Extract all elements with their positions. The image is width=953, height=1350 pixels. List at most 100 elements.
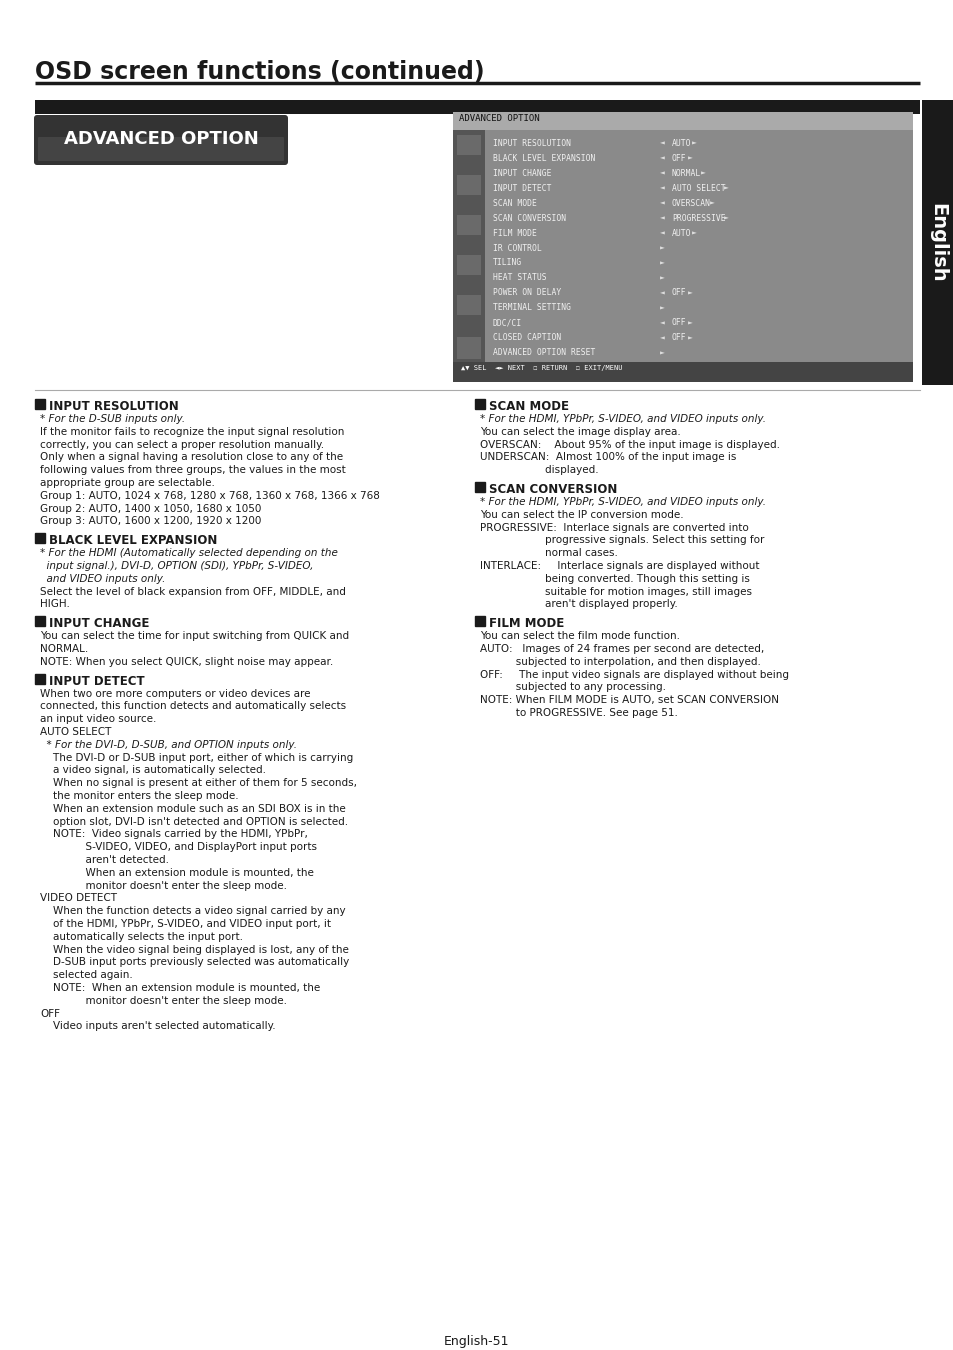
Text: monitor doesn't enter the sleep mode.: monitor doesn't enter the sleep mode. <box>40 880 287 891</box>
Text: ►: ► <box>687 333 692 342</box>
Bar <box>475 616 484 626</box>
Text: ►: ► <box>659 243 664 252</box>
Text: subjected to interpolation, and then displayed.: subjected to interpolation, and then dis… <box>479 657 760 667</box>
Text: ADVANCED OPTION: ADVANCED OPTION <box>458 113 539 123</box>
Text: When an extension module such as an SDI BOX is in the: When an extension module such as an SDI … <box>40 803 345 814</box>
Text: S-VIDEO, VIDEO, and DisplayPort input ports: S-VIDEO, VIDEO, and DisplayPort input po… <box>40 842 316 852</box>
Text: ►: ► <box>722 213 727 223</box>
Text: progressive signals. Select this setting for: progressive signals. Select this setting… <box>479 536 763 545</box>
Text: ►: ► <box>659 304 664 312</box>
Text: OSD screen functions (continued): OSD screen functions (continued) <box>35 59 484 84</box>
Text: AUTO: AUTO <box>671 139 691 148</box>
Bar <box>35 674 45 683</box>
Text: OFF: OFF <box>671 319 686 327</box>
Text: You can select the IP conversion mode.: You can select the IP conversion mode. <box>479 510 683 520</box>
Bar <box>35 616 45 626</box>
Text: BLACK LEVEL EXPANSION: BLACK LEVEL EXPANSION <box>49 535 217 547</box>
Text: NOTE: When you select QUICK, slight noise may appear.: NOTE: When you select QUICK, slight nois… <box>40 657 333 667</box>
Text: automatically selects the input port.: automatically selects the input port. <box>40 931 243 942</box>
Text: TERMINAL SETTING: TERMINAL SETTING <box>493 304 571 312</box>
Text: AUTO SELECT: AUTO SELECT <box>40 728 112 737</box>
Text: Group 2: AUTO, 1400 x 1050, 1680 x 1050: Group 2: AUTO, 1400 x 1050, 1680 x 1050 <box>40 504 261 513</box>
Text: ◄: ◄ <box>659 154 664 163</box>
Text: Group 3: AUTO, 1600 x 1200, 1920 x 1200: Group 3: AUTO, 1600 x 1200, 1920 x 1200 <box>40 517 261 526</box>
Text: OFF: OFF <box>40 1008 60 1019</box>
Text: PROGRESSIVE:  Interlace signals are converted into: PROGRESSIVE: Interlace signals are conve… <box>479 522 748 533</box>
Text: to PROGRESSIVE. See page 51.: to PROGRESSIVE. See page 51. <box>479 707 678 718</box>
Text: being converted. Though this setting is: being converted. Though this setting is <box>479 574 749 583</box>
Text: When no signal is present at either of them for 5 seconds,: When no signal is present at either of t… <box>40 778 356 788</box>
Text: subjected to any processing.: subjected to any processing. <box>479 682 665 693</box>
Text: FILM MODE: FILM MODE <box>489 617 563 630</box>
Text: BLACK LEVEL EXPANSION: BLACK LEVEL EXPANSION <box>493 154 595 163</box>
Text: ADVANCED OPTION RESET: ADVANCED OPTION RESET <box>493 348 595 356</box>
Text: POWER ON DELAY: POWER ON DELAY <box>493 289 560 297</box>
Text: INPUT RESOLUTION: INPUT RESOLUTION <box>49 400 178 413</box>
Text: CLOSED CAPTION: CLOSED CAPTION <box>493 333 560 342</box>
Text: ►: ► <box>691 228 696 238</box>
Text: You can select the image display area.: You can select the image display area. <box>479 427 680 437</box>
Text: displayed.: displayed. <box>479 466 598 475</box>
Text: ►: ► <box>700 169 705 178</box>
Text: * For the D-SUB inputs only.: * For the D-SUB inputs only. <box>40 414 185 424</box>
Text: ►: ► <box>709 198 714 208</box>
Text: INPUT RESOLUTION: INPUT RESOLUTION <box>493 139 571 148</box>
Text: When the video signal being displayed is lost, any of the: When the video signal being displayed is… <box>40 945 349 954</box>
Text: NORMAL.: NORMAL. <box>40 644 89 653</box>
Text: ►: ► <box>687 154 692 163</box>
Text: If the monitor fails to recognize the input signal resolution: If the monitor fails to recognize the in… <box>40 427 344 437</box>
Text: monitor doesn't enter the sleep mode.: monitor doesn't enter the sleep mode. <box>40 996 287 1006</box>
Bar <box>456 135 480 155</box>
Text: ◄: ◄ <box>659 169 664 178</box>
Text: connected, this function detects and automatically selects: connected, this function detects and aut… <box>40 702 346 711</box>
Text: INPUT CHANGE: INPUT CHANGE <box>49 617 150 630</box>
Text: When an extension module is mounted, the: When an extension module is mounted, the <box>40 868 314 878</box>
Bar <box>456 215 480 235</box>
Bar <box>456 255 480 275</box>
Text: ►: ► <box>659 274 664 282</box>
Text: INPUT DETECT: INPUT DETECT <box>49 675 145 687</box>
Text: NOTE:  Video signals carried by the HDMI, YPbPr,: NOTE: Video signals carried by the HDMI,… <box>40 829 308 840</box>
Text: and VIDEO inputs only.: and VIDEO inputs only. <box>40 574 165 583</box>
Text: OVERSCAN: OVERSCAN <box>671 198 710 208</box>
Bar <box>453 112 912 382</box>
Text: English: English <box>927 202 946 282</box>
Text: SCAN MODE: SCAN MODE <box>493 198 537 208</box>
Text: ►: ► <box>722 184 727 193</box>
Text: option slot, DVI-D isn't detected and OPTION is selected.: option slot, DVI-D isn't detected and OP… <box>40 817 348 826</box>
Bar <box>456 335 480 355</box>
Text: appropriate group are selectable.: appropriate group are selectable. <box>40 478 214 487</box>
Text: ◄: ◄ <box>659 289 664 297</box>
Text: SCAN MODE: SCAN MODE <box>489 400 568 413</box>
Text: AUTO: AUTO <box>671 228 691 238</box>
Text: IR CONTROL: IR CONTROL <box>493 243 541 252</box>
Bar <box>453 333 484 362</box>
Bar <box>456 296 480 315</box>
Bar <box>35 400 45 409</box>
Text: ►: ► <box>659 348 664 356</box>
Text: ◄: ◄ <box>659 213 664 223</box>
Text: ►: ► <box>687 289 692 297</box>
Text: The DVI-D or D-SUB input port, either of which is carrying: The DVI-D or D-SUB input port, either of… <box>40 752 353 763</box>
Text: * For the HDMI, YPbPr, S-VIDEO, and VIDEO inputs only.: * For the HDMI, YPbPr, S-VIDEO, and VIDE… <box>479 414 765 424</box>
Text: OVERSCAN:    About 95% of the input image is displayed.: OVERSCAN: About 95% of the input image i… <box>479 440 780 450</box>
Text: ◄: ◄ <box>659 228 664 238</box>
Text: TILING: TILING <box>493 258 521 267</box>
Text: correctly, you can select a proper resolution manually.: correctly, you can select a proper resol… <box>40 440 324 450</box>
Text: INPUT CHANGE: INPUT CHANGE <box>493 169 551 178</box>
Text: When the function detects a video signal carried by any: When the function detects a video signal… <box>40 906 345 917</box>
Text: Select the level of black expansion from OFF, MIDDLE, and: Select the level of black expansion from… <box>40 587 346 597</box>
Text: AUTO SELECT: AUTO SELECT <box>671 184 725 193</box>
Text: normal cases.: normal cases. <box>479 548 618 558</box>
Text: a video signal, is automatically selected.: a video signal, is automatically selecte… <box>40 765 266 775</box>
FancyBboxPatch shape <box>38 136 284 161</box>
Bar <box>35 533 45 543</box>
Text: Group 1: AUTO, 1024 x 768, 1280 x 768, 1360 x 768, 1366 x 768: Group 1: AUTO, 1024 x 768, 1280 x 768, 1… <box>40 491 379 501</box>
Text: input signal.), DVI-D, OPTION (SDI), YPbPr, S-VIDEO,: input signal.), DVI-D, OPTION (SDI), YPb… <box>40 562 313 571</box>
Text: NOTE:  When an extension module is mounted, the: NOTE: When an extension module is mounte… <box>40 983 320 994</box>
Text: following values from three groups, the values in the most: following values from three groups, the … <box>40 466 345 475</box>
Text: ◄: ◄ <box>659 139 664 148</box>
Text: an input video source.: an input video source. <box>40 714 156 724</box>
Text: FILM MODE: FILM MODE <box>493 228 537 238</box>
Text: DDC/CI: DDC/CI <box>493 319 521 327</box>
